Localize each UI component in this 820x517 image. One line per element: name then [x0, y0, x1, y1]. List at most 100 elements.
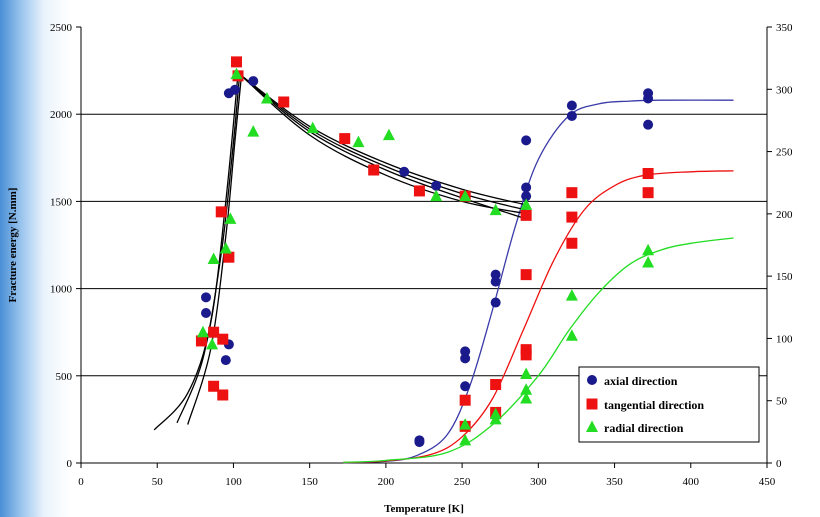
point-radial: [642, 255, 655, 268]
point-radial: [306, 121, 319, 134]
point-radial: [196, 325, 209, 338]
fit-curve-black: [239, 73, 527, 220]
fit-curve-black: [187, 79, 242, 425]
x-tick-label: 50: [152, 476, 164, 488]
point-tangential: [223, 251, 235, 263]
y2-tick-label: 250: [776, 147, 793, 159]
legend-label-radial: radial direction: [604, 421, 684, 435]
point-radial: [219, 241, 232, 254]
y2-tick-label: 100: [776, 333, 793, 345]
point-radial: [520, 367, 533, 380]
point-axial: [490, 269, 501, 280]
legend-marker-axial: [587, 375, 597, 385]
point-axial: [460, 353, 471, 364]
point-tangential: [230, 56, 242, 68]
y2-tick-label: 350: [776, 22, 793, 34]
point-radial: [459, 433, 472, 446]
point-axial: [220, 355, 231, 366]
y-tick-label: 0: [67, 458, 73, 470]
x-tick-label: 400: [683, 476, 700, 488]
legend-marker-tangential: [586, 398, 598, 410]
point-axial: [248, 76, 259, 87]
point-tangential: [459, 394, 471, 406]
point-radial: [642, 243, 655, 256]
point-radial: [520, 198, 533, 210]
y2-tick-label: 0: [776, 458, 782, 470]
point-axial: [201, 308, 212, 319]
axes: [76, 26, 772, 468]
point-axial: [414, 437, 425, 448]
point-tangential: [339, 133, 351, 145]
y2-tick-label: 200: [776, 209, 793, 221]
fit-curve-black: [239, 73, 527, 215]
x-tick-label: 250: [454, 476, 471, 488]
y-tick-label: 2000: [50, 109, 73, 121]
point-radial: [352, 135, 365, 148]
point-radial: [489, 203, 502, 216]
point-tangential: [208, 326, 220, 338]
point-axial: [521, 135, 532, 146]
point-tangential: [520, 349, 532, 361]
point-radial: [489, 412, 502, 425]
point-radial: [382, 128, 395, 141]
legend-box: [578, 366, 760, 443]
y2-tick-label: 50: [776, 396, 788, 408]
point-tangential: [566, 237, 578, 249]
tick-labels: 0500100015002000250005010015020025030035…: [50, 22, 793, 488]
point-radial: [520, 383, 533, 395]
point-radial: [247, 125, 260, 137]
point-tangential: [642, 167, 654, 179]
point-tangential: [217, 333, 229, 345]
y-tick-label: 2500: [50, 22, 73, 34]
point-axial: [566, 100, 577, 111]
legend-label-axial: axial direction: [604, 374, 678, 388]
point-radial: [230, 67, 243, 80]
point-axial: [521, 182, 532, 193]
point-axial: [643, 93, 654, 104]
point-axial: [643, 119, 654, 130]
fit-curve-black: [176, 75, 241, 424]
point-axial: [229, 84, 240, 95]
point-radial: [565, 329, 578, 341]
point-axial: [460, 381, 471, 392]
point-axial: [460, 346, 471, 357]
data-points: [195, 56, 655, 448]
point-tangential: [195, 335, 207, 347]
fit-curves: [153, 73, 734, 464]
point-tangential: [642, 187, 654, 199]
point-tangential: [413, 185, 425, 197]
point-tangential: [368, 164, 380, 176]
point-tangential: [215, 206, 227, 218]
point-radial: [224, 212, 237, 224]
y-axis-title: Fracture energy [N.mm]: [7, 188, 19, 303]
point-radial: [565, 289, 578, 301]
x-tick-label: 450: [759, 476, 776, 488]
fit-curve-axial: [343, 99, 734, 464]
point-tangential: [217, 389, 229, 401]
fit-curve-radial: [343, 237, 734, 463]
x-tick-label: 100: [225, 476, 242, 488]
point-radial: [520, 391, 533, 404]
point-tangential: [278, 96, 290, 108]
x-tick-label: 350: [606, 476, 623, 488]
y2-tick-label: 300: [776, 84, 793, 96]
point-axial: [201, 292, 212, 303]
fit-curve-black: [239, 73, 527, 211]
point-radial: [459, 418, 472, 430]
point-tangential: [208, 380, 220, 392]
point-axial: [399, 166, 410, 177]
point-axial: [431, 180, 442, 191]
y2-tick-label: 150: [776, 271, 793, 283]
x-tick-label: 0: [78, 476, 84, 488]
point-radial: [430, 189, 443, 202]
fit-curve-black: [239, 73, 527, 206]
point-tangential: [566, 211, 578, 223]
legend-markers: [586, 375, 598, 432]
point-axial: [490, 297, 501, 308]
point-tangential: [520, 209, 532, 221]
point-axial: [521, 191, 532, 202]
point-axial: [566, 110, 577, 121]
x-tick-label: 150: [301, 476, 318, 488]
